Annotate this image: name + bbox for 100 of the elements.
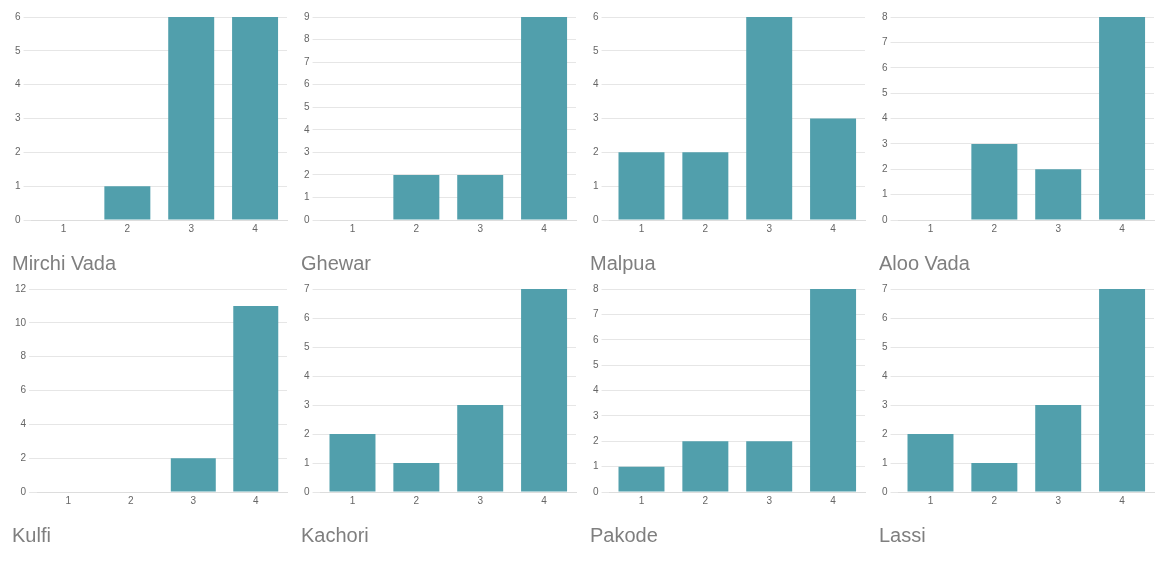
bar [971,143,1018,220]
x-tick-label: 3 [1055,494,1062,506]
y-tick-label: 0 [593,213,599,225]
bar [1099,289,1146,492]
y-tick-label: 2 [15,146,21,158]
text: Kulfi [12,523,51,546]
y-tick-label: 6 [15,10,21,22]
y-tick-label: 2 [593,435,599,446]
y-tick-label: 2 [882,427,888,439]
bar [971,463,1018,492]
y-tick-label: 0 [304,213,310,225]
x-tick-label: 1 [638,494,645,506]
y-tick-label: 1 [593,179,599,191]
x-tick-label: 2 [991,494,998,506]
y-tick-label: 3 [593,409,599,421]
y-tick-label: 8 [304,33,310,45]
y-tick-label: 2 [304,168,310,180]
x-tick-label: 1 [638,222,645,234]
text: Pakode [590,523,658,546]
y-tick-label: 4 [593,384,599,396]
bar [810,289,857,492]
y-tick-label: 2 [304,427,310,439]
text: Malpua [590,251,657,274]
y-tick-label: 1 [304,456,310,468]
y-tick-label: 3 [304,146,310,158]
bar [521,289,568,492]
x-tick-label: 2 [702,222,709,234]
y-tick-label: 1 [593,460,599,472]
bar [1035,169,1082,220]
y-tick-label: 5 [304,340,310,352]
bar [746,17,793,220]
x-tick-label: 3 [766,222,773,234]
x-tick-label: 2 [413,222,420,234]
x-tick-label: 4 [541,494,548,506]
bar [1099,17,1146,220]
y-tick-label: 6 [882,61,888,73]
y-tick-label: 5 [882,340,888,352]
y-tick-label: 6 [593,10,599,22]
x-tick-label: 2 [124,222,131,234]
y-tick-label: 1 [15,179,21,191]
bar [618,466,665,492]
y-tick-label: 7 [304,55,310,67]
bar [457,405,504,492]
y-tick-label: 5 [304,100,310,112]
x-tick-label: 3 [477,494,484,506]
y-tick-label: 1 [304,191,310,203]
y-tick-label: 7 [304,282,310,294]
y-tick-label: 7 [882,36,888,48]
x-tick-label: 1 [349,494,356,506]
x-tick-label: 2 [702,494,709,506]
x-tick-label: 1 [927,222,934,234]
x-tick-label: 1 [60,222,67,234]
x-tick-label: 3 [766,494,773,506]
y-tick-label: 6 [20,384,27,396]
y-tick-label: 4 [304,369,310,381]
x-tick-label: 4 [830,222,837,234]
bar [618,152,665,220]
x-tick-label: 4 [252,494,259,506]
y-tick-label: 8 [593,282,599,294]
x-tick-label: 3 [190,494,197,506]
x-tick-label: 4 [541,222,548,234]
bar [746,441,793,492]
y-tick-label: 2 [882,163,888,174]
y-tick-label: 7 [882,282,888,294]
y-tick-label: 0 [882,213,888,225]
x-tick-label: 4 [1119,222,1126,234]
text: Ghewar [301,251,372,274]
bar [810,118,857,220]
y-tick-label: 3 [15,112,21,124]
y-tick-label: 0 [593,485,599,497]
x-tick-label: 3 [1055,222,1062,234]
y-tick-label: 5 [15,44,21,56]
y-tick-label: 3 [593,112,599,124]
y-tick-label: 0 [304,485,310,497]
y-tick-label: 2 [20,451,27,463]
y-tick-label: 4 [304,123,310,135]
x-tick-label: 2 [991,222,998,234]
y-tick-label: 0 [20,485,27,497]
y-tick-label: 6 [304,311,310,323]
y-tick-label: 3 [304,398,310,410]
y-tick-label: 4 [15,78,21,90]
x-tick-label: 1 [349,222,356,234]
y-tick-label: 6 [882,311,888,323]
y-tick-label: 1 [882,188,888,200]
y-tick-label: 5 [593,44,599,56]
x-tick-label: 4 [830,494,837,506]
text: Mirchi Vada [12,251,117,274]
y-tick-label: 10 [15,316,27,328]
x-tick-label: 4 [252,222,259,234]
x-tick-label: 3 [188,222,195,234]
y-tick-label: 9 [304,10,310,22]
y-tick-label: 5 [882,86,888,98]
text: Lassi [879,523,926,546]
y-tick-label: 4 [882,369,888,381]
x-tick-label: 2 [128,494,135,506]
y-tick-label: 0 [15,213,21,225]
y-tick-label: 3 [882,137,888,149]
bar [907,434,954,492]
x-tick-label: 1 [927,494,934,506]
bar [682,152,729,220]
